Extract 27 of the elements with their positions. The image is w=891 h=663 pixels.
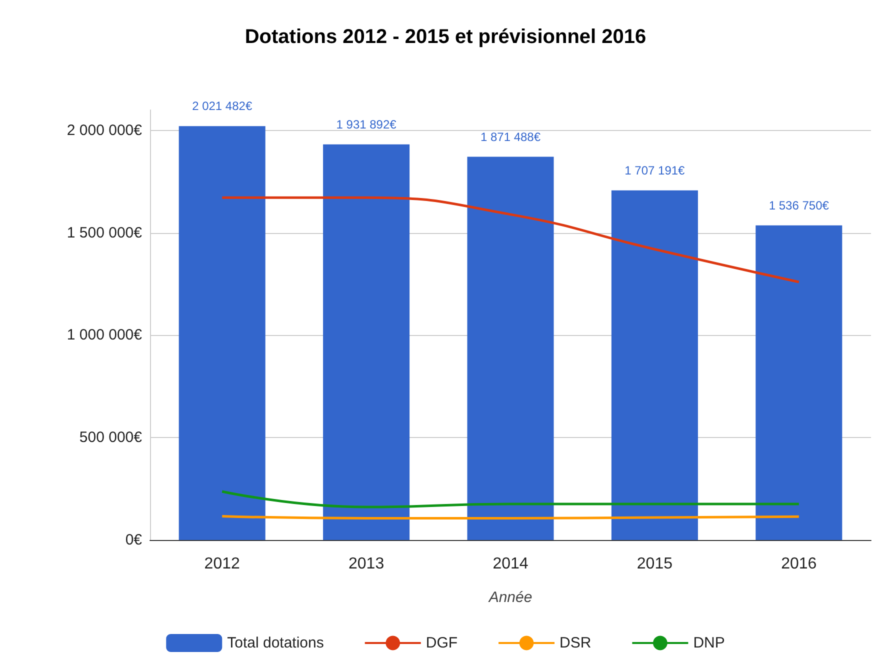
data-label: 1 707 191€: [624, 163, 686, 178]
data-label: 1 931 892€: [336, 117, 397, 132]
bar: [467, 156, 554, 540]
y-tick-label: 0€: [125, 532, 143, 548]
x-tick-label: 2014: [492, 556, 528, 572]
x-tick-label: 2013: [348, 556, 384, 572]
data-label: 1 871 488€: [480, 130, 541, 144]
y-tick-label: 1 500 000€: [66, 224, 143, 242]
legend-label: DSR: [560, 634, 592, 652]
x-tick-label: 2015: [636, 556, 673, 572]
bar: [178, 126, 266, 540]
data-label: 2 021 482€: [192, 99, 252, 114]
data-label: 1 536 750€: [768, 198, 830, 212]
x-tick-label: 2012: [204, 556, 240, 572]
y-tick-label: 1 000 000€: [66, 326, 143, 344]
x-tick-label: 2016: [781, 556, 817, 572]
line-series: [220, 196, 800, 284]
legend-label: DNP: [693, 634, 725, 652]
bar: [323, 144, 410, 540]
y-tick-label: 2 000 000€: [66, 122, 143, 139]
legend-label: DGF: [426, 634, 458, 652]
y-tick-label: 500 000€: [79, 429, 143, 446]
bar: [756, 225, 842, 540]
chart-title: Dotations 2012 - 2015 et prévisionnel 2016: [244, 26, 646, 48]
x-axis-title: Année: [488, 589, 532, 606]
legend-label: Total dotations: [227, 634, 324, 652]
bar: [611, 190, 698, 540]
